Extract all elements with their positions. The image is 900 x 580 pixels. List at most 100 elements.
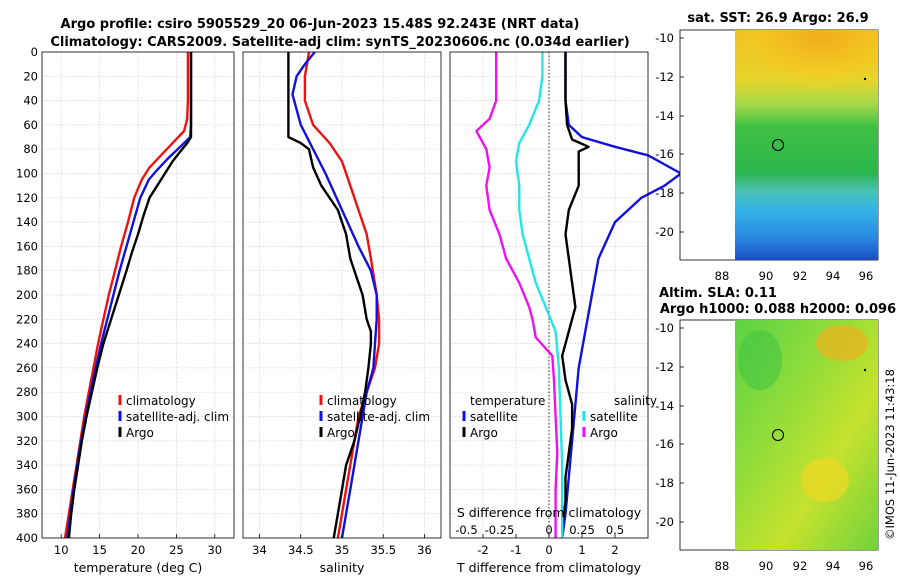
map-x-tick-label: 92 [793,559,808,573]
x-tick-label: 35.5 [370,543,396,557]
y-tick-label: 180 [16,264,38,278]
map-y-tick-label: -10 [655,31,674,45]
legend-label: satellite [470,410,518,424]
x-axis-label: temperature (deg C) [74,560,203,575]
sla-mid-patch [801,458,849,502]
map-y-tick-label: -18 [655,476,674,490]
x-tick-label: 1 [578,543,585,557]
sla-coast-dot [863,368,867,372]
legend-title-salinity: salinity [614,394,657,408]
sla-high-patch [816,325,868,361]
series-line-satellite-adj-clim [291,51,378,539]
s-axis-label: S difference from climatology [457,505,642,520]
series-line-salinity-argo [475,52,559,538]
y-tick-label: 140 [16,215,38,229]
series-line-argo [67,52,193,539]
sla-map-title-line1: Altim. SLA: 0.11 [659,286,777,301]
map-x-tick-label: 90 [759,269,774,283]
figure-title-line1: Argo profile: csiro 5905529_20 06-Jun-20… [61,17,580,32]
temperature-profile-panel: 10 15 20 25 30020406080100120140160180200220… [16,45,235,575]
map-y-tick-label: -20 [655,225,674,239]
legend-label: climatology [126,394,196,408]
y-tick-label: 280 [16,385,38,399]
y-tick-label: 160 [16,239,38,253]
map-y-tick-label: -14 [655,399,674,413]
y-tick-label: 20 [23,69,38,83]
y-tick-label: 40 [23,94,38,108]
x-tick-label: 20 [131,543,146,557]
map-y-tick-label: -16 [655,437,674,451]
x-tick-label: 25 [169,543,184,557]
sst-profile-marker [771,138,785,152]
y-tick-label: 80 [23,142,38,156]
map-y-tick-label: -12 [655,360,674,374]
x-tick-label: 34.5 [288,543,314,557]
map-x-tick-label: 96 [859,269,874,283]
y-tick-label: 260 [16,361,38,375]
s-tick-label: 0.25 [569,523,595,537]
figure-title-line2: Climatology: CARS2009. Satellite-adj cli… [50,35,629,50]
legend-label: satellite [590,410,638,424]
y-tick-label: 360 [16,482,38,496]
series-line-argo [287,52,373,539]
map-x-tick-label: 88 [715,559,730,573]
x-axis-label: salinity [320,560,365,575]
x-tick-label: 0 [545,543,552,557]
series-line-temperature-satellite [561,52,683,539]
sst-warm-patch [735,30,878,110]
sst-coast-dot [863,77,867,81]
legend-title-temperature: temperature [470,394,545,408]
x-tick-label: -2 [477,543,488,557]
x-tick-label: 15 [92,543,107,557]
s-tick-label: -0.5 [455,523,477,537]
legend-label: climatology [327,394,397,408]
difference-profile-panel: -2 -1 0 1 2 T difference from climatology temp… [449,51,683,575]
sla-map-title-line2: Argo h1000: 0.088 h2000: 0.096 [660,302,896,317]
map-y-tick-label: -16 [655,147,674,161]
series-line-climatology [63,52,190,539]
y-tick-label: 240 [16,337,38,351]
y-tick-label: 320 [16,434,38,448]
s-tick-label: 0 [545,523,552,537]
x-tick-label: 2 [611,543,618,557]
x-tick-label: 34 [252,543,267,557]
s-tick-label: -0.25 [485,523,515,537]
y-tick-label: 380 [16,507,38,521]
x-tick-label: 30 [207,543,222,557]
y-tick-label: 200 [16,288,38,302]
series-line-temperature-argo [561,52,590,538]
legend-label: Argo [327,426,355,440]
map-y-tick-label: -12 [655,70,674,84]
x-tick-label: 35 [335,543,350,557]
legend-label: Argo [590,426,618,440]
y-tick-label: 100 [16,167,38,181]
y-tick-label: 300 [16,410,38,424]
x-axis-label: T difference from climatology [456,560,642,575]
sla-low-patch [738,330,782,390]
map-y-tick-label: -14 [655,109,674,123]
map-x-tick-label: 92 [793,269,808,283]
legend-label: satellite-adj. clim [327,410,430,424]
x-tick-label: 10 [54,543,69,557]
legend-label: Argo [470,426,498,440]
salinity-profile-panel: 34 34.5 35 35.5 36 salinity climatology satelli… [242,51,442,575]
legend-label: Argo [126,426,154,440]
y-tick-label: 0 [31,45,38,59]
y-tick-label: 120 [16,191,38,205]
map-x-tick-label: 94 [826,269,841,283]
map-x-tick-label: 94 [826,559,841,573]
y-tick-label: 340 [16,458,38,472]
map-x-tick-label: 96 [859,559,874,573]
series-line-salinity-satellite [514,52,564,538]
legend-label: satellite-adj. clim [126,410,229,424]
map-y-tick-label: -20 [655,515,674,529]
map-x-tick-label: 90 [759,559,774,573]
map-y-tick-label: -18 [655,186,674,200]
map-y-tick-label: -10 [655,321,674,335]
map-x-tick-label: 88 [715,269,730,283]
x-tick-label: 36 [417,543,432,557]
sla-profile-marker [771,428,785,442]
y-tick-label: 400 [16,531,38,545]
s-tick-label: 0.5 [606,523,624,537]
